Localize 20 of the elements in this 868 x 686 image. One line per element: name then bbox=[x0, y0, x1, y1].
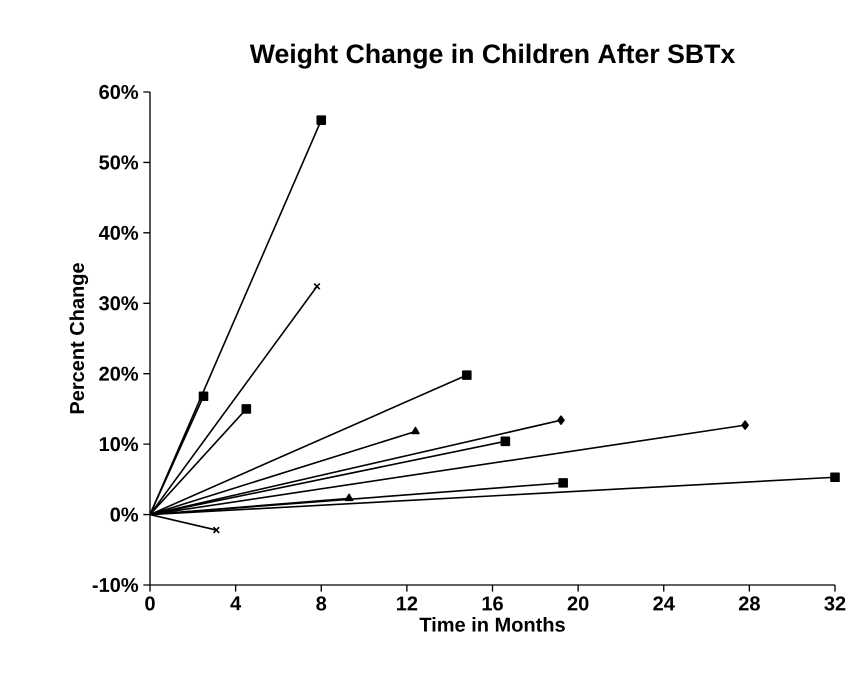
y-tick-label: 10% bbox=[100, 437, 138, 452]
chart-title: Weight Change in Children After SBTx bbox=[250, 44, 736, 69]
y-tick-label: 40% bbox=[98, 226, 138, 240]
y-axis-title: Percent Change bbox=[69, 263, 88, 414]
x-tick-label: 32 bbox=[824, 596, 846, 611]
y-tick-label: 60% bbox=[99, 84, 138, 100]
y-tick-label: 50% bbox=[99, 155, 138, 170]
x-tick-label: 28 bbox=[738, 596, 760, 611]
y-tick-label: 0% bbox=[110, 507, 138, 522]
x-tick-label: 24 bbox=[653, 596, 675, 610]
x-tick-label: 8 bbox=[316, 596, 326, 611]
y-tick-label: -10% bbox=[92, 578, 138, 592]
x-tick-label: 20 bbox=[568, 596, 588, 611]
x-tick-label: 0 bbox=[145, 596, 155, 611]
x-tick-label: 16 bbox=[482, 596, 503, 611]
x-tick-label: 12 bbox=[397, 596, 418, 610]
x-axis-title: Time in Months bbox=[420, 617, 565, 632]
x-tick-label: 4 bbox=[230, 596, 242, 610]
y-tick-label: 30% bbox=[99, 296, 138, 310]
y-tick-label: 20% bbox=[99, 366, 138, 381]
